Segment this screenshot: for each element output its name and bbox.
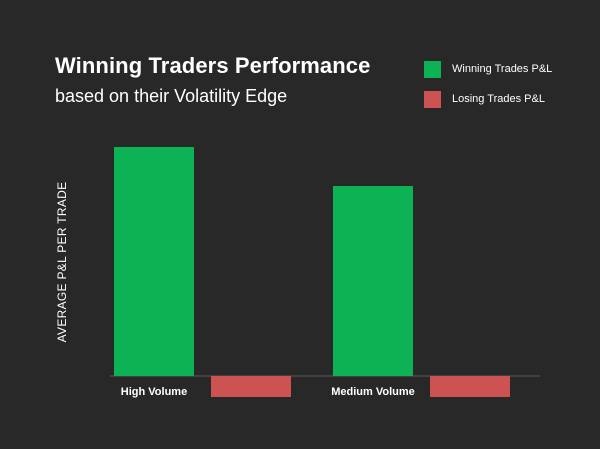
chart-title: Winning Traders Performance	[55, 53, 371, 78]
legend-item-winning: Winning Trades P&L	[424, 60, 552, 78]
bar-losing-0	[211, 376, 291, 397]
x-tick-label: Medium Volume	[331, 386, 415, 398]
chart-subtitle: based on their Volatility Edge	[55, 86, 288, 106]
bar-winning-1	[333, 186, 413, 376]
bar-winning-0	[114, 147, 194, 376]
legend-swatch-losing	[424, 90, 441, 108]
legend: Winning Trades P&L Losing Trades P&L	[424, 60, 552, 120]
legend-item-losing: Losing Trades P&L	[424, 90, 552, 108]
legend-label-losing: Losing Trades P&L	[452, 93, 545, 105]
bar-losing-1	[430, 376, 510, 397]
legend-swatch-winning	[424, 60, 441, 78]
legend-label-winning: Winning Trades P&L	[452, 63, 553, 75]
x-tick-label: High Volume	[121, 386, 187, 398]
